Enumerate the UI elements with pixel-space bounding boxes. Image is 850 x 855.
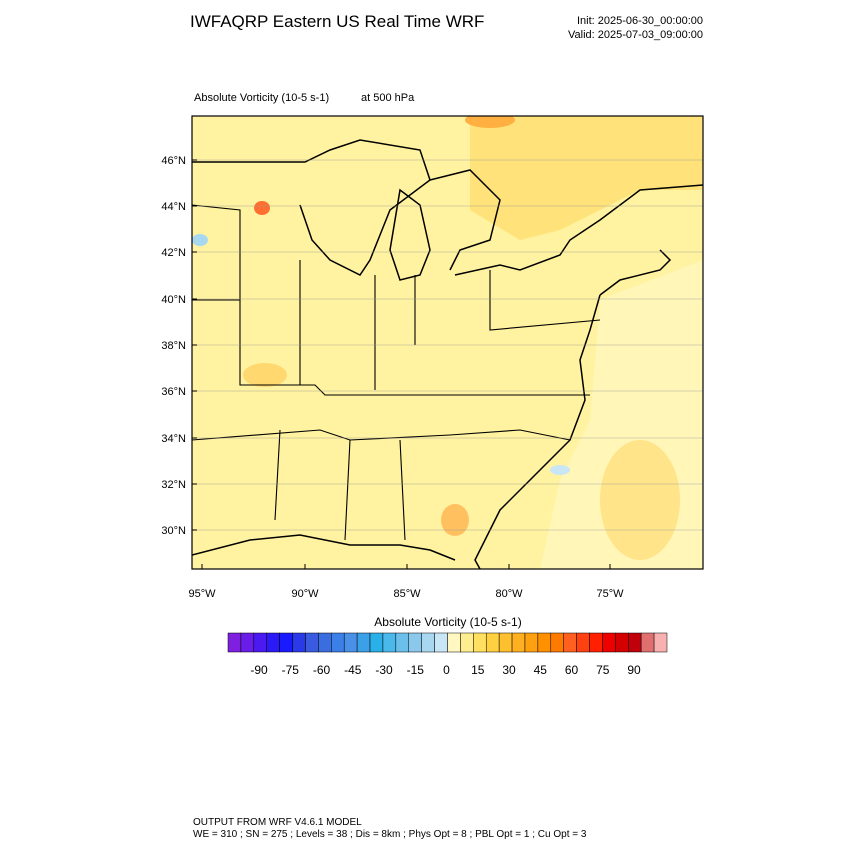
colorbar-box (318, 632, 332, 653)
valid-time: Valid: 2025-07-03_09:00:00 (568, 29, 703, 41)
colorbar-box (537, 632, 552, 653)
colorbar-box (602, 632, 616, 653)
lat-label: 32°N (161, 479, 186, 491)
lat-label: 42°N (161, 247, 186, 259)
colorbar-box (266, 632, 280, 653)
lon-label: 85°W (393, 588, 421, 600)
lon-label: 75°W (596, 588, 624, 600)
colorbar-box (434, 632, 448, 653)
lon-label: 80°W (495, 588, 523, 600)
colorbar-tick-label: 45 (534, 663, 548, 677)
colorbar-box (279, 632, 293, 653)
lat-label: 46°N (161, 155, 186, 167)
lat-label: 36°N (161, 386, 186, 398)
colorbar-tick-label: 90 (627, 663, 641, 677)
colorbar-box (640, 632, 655, 653)
colorbar-box (524, 632, 539, 653)
colorbar-box (395, 632, 410, 653)
colorbar-box (460, 632, 474, 653)
colorbar-box (343, 632, 358, 653)
boundaries (192, 139, 703, 569)
lat-label: 40°N (161, 294, 186, 306)
footer-line2: WE = 310 ; SN = 275 ; Levels = 38 ; Dis … (193, 829, 587, 840)
footer-line1: OUTPUT FROM WRF V4.6.1 MODEL (193, 817, 362, 828)
colorbar-tick-label: 75 (596, 663, 610, 677)
colorbar-tick-label: 15 (471, 663, 485, 677)
colorbar-box (576, 632, 590, 653)
colorbar-box (653, 632, 668, 653)
colorbar-box (550, 632, 564, 653)
colorbar-box (615, 632, 629, 653)
colorbar-box (240, 632, 255, 653)
colorbar-tick-label: 0 (443, 663, 450, 677)
colorbar-box (227, 632, 242, 653)
map-frame (191, 115, 704, 570)
colorbar-box (473, 632, 487, 653)
latitude-labels: 46°N 44°N 42°N 40°N 38°N 36°N 34°N 32°N 30°N (161, 155, 197, 537)
grid (192, 159, 703, 531)
colorbar-tick-label: 30 (502, 663, 516, 677)
colorbar-box (253, 632, 267, 653)
lat-label: 44°N (161, 201, 186, 213)
colorbar-box (382, 632, 397, 653)
colorbar-box (292, 632, 306, 653)
colorbar-box (408, 632, 422, 653)
title: IWFAQRP Eastern US Real Time WRF (190, 12, 484, 31)
colorbar-tick-label: -90 (250, 663, 268, 677)
colorbar-tick-label: 60 (565, 663, 579, 677)
field-label: Absolute Vorticity (10-5 s-1) (194, 92, 329, 104)
lon-label: 95°W (188, 588, 216, 600)
colorbar-box (589, 632, 603, 653)
colorbar-tick-label: -60 (313, 663, 331, 677)
lat-label: 30°N (161, 525, 186, 537)
colorbar-box (369, 632, 384, 653)
colorbar-box (447, 632, 461, 653)
colorbar-tick-label: -75 (282, 663, 300, 677)
colorbar-box (485, 632, 500, 653)
longitude-labels: 95°W 90°W 85°W 80°W 75°W (188, 564, 624, 600)
lat-label: 34°N (161, 433, 186, 445)
init-time: Init: 2025-06-30_00:00:00 (577, 15, 703, 27)
colorbar-tick-label: -45 (344, 663, 362, 677)
colorbar-box (511, 632, 526, 653)
colorbar-box (628, 632, 642, 653)
colorbar-box (421, 632, 435, 653)
map (191, 115, 704, 570)
colorbar-box (356, 632, 371, 653)
level-label: at 500 hPa (361, 92, 415, 104)
field-shading (192, 116, 703, 569)
lat-label: 38°N (161, 340, 186, 352)
colorbar-tick-label: -15 (407, 663, 425, 677)
colorbar-box (563, 632, 577, 653)
colorbar-box (498, 632, 513, 653)
colorbar-box (305, 632, 319, 653)
lon-label: 90°W (291, 588, 319, 600)
colorbar: -90 -75 -60 -45 -30 -15 0 15 30 45 60 75 90 (227, 632, 668, 677)
colorbar-title: Absolute Vorticity (10-5 s-1) (374, 615, 521, 629)
colorbar-box (331, 632, 345, 653)
colorbar-tick-label: -30 (375, 663, 393, 677)
